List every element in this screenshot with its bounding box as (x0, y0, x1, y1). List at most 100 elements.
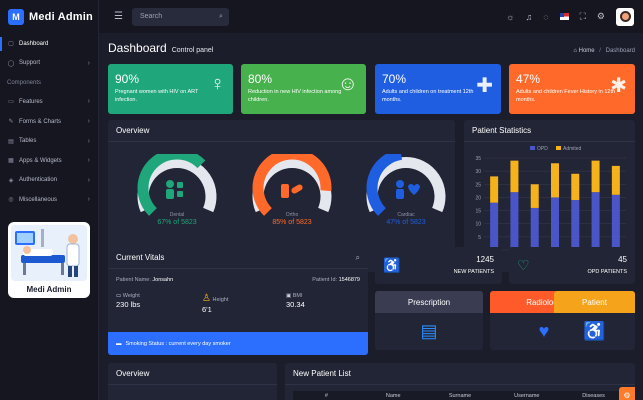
sidebar-item-support[interactable]: ◯ Support › (0, 54, 98, 74)
smoking-status-text: Smoking Status : current every day smoke… (125, 340, 231, 347)
vital-value: 230 lbs (116, 300, 141, 309)
breadcrumb-home[interactable]: Home (578, 48, 595, 54)
patient-name-field: Patient Name: Jonsahn (116, 277, 173, 283)
search-input[interactable]: Search ⌕ (131, 7, 229, 26)
fullscreen-icon[interactable]: ⛶ (579, 11, 586, 21)
bar-segment (490, 202, 499, 250)
stat-card-hiv-art[interactable]: 90% Pregnant women with HIV on ART infec… (108, 64, 233, 114)
topbar-icons: ☼ ♫ ◌ ⛶ ⚙ (506, 7, 634, 26)
misc-icon: ◎ (8, 197, 14, 204)
forms-icon: ✎ (8, 119, 14, 126)
gauge-arc (252, 148, 332, 216)
bar-segment (530, 184, 539, 208)
settings-icon[interactable]: ⚙ (596, 11, 605, 21)
gauge-arc (137, 148, 206, 216)
stat-percent: 70% (382, 72, 407, 86)
new-patient-list-card: New Patient List # Name Surname Username… (285, 363, 635, 400)
overview-bottom-card: Overview (108, 363, 277, 400)
main-content: Dashboard Control panel ⌂ Home / Dashboa… (99, 33, 643, 400)
body-icon: ♙ (202, 293, 211, 304)
y-tick-label: 30 (475, 169, 481, 175)
language-flag-icon[interactable] (559, 13, 569, 20)
sidebar-promo-card[interactable]: Medi Admin (8, 222, 90, 298)
sidebar-item-label: Features (19, 98, 43, 105)
sidebar-item-dashboard[interactable]: ▢ Dashboard (0, 34, 98, 54)
y-tick-label: 10 (475, 222, 481, 228)
breadcrumb: ⌂ Home / Dashboard (573, 48, 635, 54)
stat-description: Pregnant women with HIV on ART infection… (115, 89, 199, 103)
stat-description: Adults and children Fever History in 12t… (516, 89, 616, 103)
avatar-face-icon (619, 11, 631, 22)
sidebar-section-components: Components (7, 79, 42, 86)
sidebar-item-forms-charts[interactable]: ✎ Forms & Charts › (0, 112, 98, 132)
chat-icon[interactable]: ◌ (543, 11, 549, 22)
search-icon: ⌕ (219, 12, 223, 20)
column-header: Name (385, 393, 401, 399)
sidebar-item-features[interactable]: ▭ Features › (0, 92, 98, 112)
stat-percent: 80% (248, 72, 273, 86)
new-patients-label: NEW PATIENTS (453, 269, 494, 275)
card-title: Overview (108, 363, 277, 385)
legend-label: Admited (563, 146, 582, 152)
stat-card-fever[interactable]: 47% Adults and children Fever History in… (509, 64, 635, 114)
sidebar-item-apps-widgets[interactable]: ▦ Apps & Widgets › (0, 151, 98, 171)
chevron-right-icon: › (87, 118, 90, 126)
table-icon: ▤ (8, 138, 14, 145)
stat-card-treatment[interactable]: 70% Adults and children on treatment 12t… (375, 64, 501, 114)
gauge-ortho: Ortho 85% of 5823 (242, 148, 342, 234)
patient-statistics-card: Patient Statistics OPDAdmited05101520253… (464, 120, 635, 272)
pregnant-woman-icon: ♀ (210, 73, 225, 95)
user-avatar[interactable] (616, 7, 634, 26)
settings-gear-icon[interactable]: ⚙ (619, 387, 635, 400)
patient-name-label: Patient Name: (116, 277, 151, 283)
gauge-cardiac: Cardiac 47% of 5823 (356, 148, 456, 234)
chevron-right-icon: › (87, 157, 90, 165)
patient-id-field: Patient Id: 1546879 (312, 277, 360, 283)
page-subtitle: Control panel (171, 47, 214, 54)
baby-icon: ☺ (337, 73, 358, 95)
chevron-right-icon: › (87, 59, 90, 67)
vital-height: ♙ Height 6'1 (202, 293, 228, 314)
hamburger-menu-icon[interactable]: ☰ (114, 11, 123, 22)
breadcrumb-current: Dashboard (605, 48, 635, 54)
bar-segment (571, 173, 580, 201)
theme-toggle-icon[interactable]: ☼ (506, 11, 515, 22)
card-title: Overview (108, 120, 455, 142)
page-title: Dashboard (108, 41, 167, 55)
sidebar-nav: ▢ Dashboard ◯ Support › Components ▭ Fea… (0, 33, 98, 210)
stat-card-hiv-children[interactable]: 80% Reduction in new HIV infection among… (241, 64, 366, 114)
notification-bell-icon[interactable]: ♫ (525, 11, 533, 22)
sidebar-item-label: Forms & Charts (19, 118, 62, 125)
tab-prescription[interactable]: Prescription ▤ (375, 291, 483, 350)
chevron-right-icon: › (87, 196, 90, 204)
sidebar-item-label: Apps & Widgets (19, 157, 62, 164)
tab-label: Patient (554, 291, 635, 313)
gauge-cardiac-svg (366, 148, 446, 216)
vitals-title: Current Vitals (116, 253, 165, 262)
brand-logo[interactable]: M Medi Admin (0, 0, 98, 33)
bar-segment (591, 160, 600, 193)
new-patients-card[interactable]: ♿ 1245 NEW PATIENTS (375, 247, 502, 284)
chevron-right-icon: › (87, 98, 90, 106)
sidebar-item-authentication[interactable]: ◈ Authentication › (0, 171, 98, 191)
legend-label: OPD (537, 146, 548, 152)
vital-label: BMI (292, 293, 303, 299)
y-tick-label: 15 (475, 209, 481, 215)
table-header: # Name Surname Username Diseases (293, 391, 627, 400)
topbar: ☰ Search ⌕ ☼ ♫ ◌ ⛶ ⚙ (99, 0, 643, 33)
tab-patient[interactable]: Patient ♿ (554, 291, 635, 350)
opd-patients-card[interactable]: ♡ 45 OPD PATIENTS (509, 247, 635, 284)
y-tick-label: 25 (475, 182, 481, 188)
gauge-label: Dental (169, 212, 185, 218)
sidebar-item-tables[interactable]: ▤ Tables › (0, 131, 98, 151)
card-title: Patient Statistics (464, 120, 635, 142)
features-icon: ▭ (8, 99, 14, 106)
bar-segment (530, 207, 539, 250)
sidebar-item-miscellaneous[interactable]: ◎ Miscellaneous › (0, 190, 98, 210)
chevron-right-icon: › (87, 137, 90, 145)
patient-id-label: Patient Id: (312, 277, 338, 283)
gauge-value: 47% of 5823 (386, 219, 426, 226)
search-icon[interactable]: ⌕ (355, 252, 360, 262)
sidebar-item-label: Miscellaneous (19, 196, 58, 203)
gauge-dental: Dental 67% of 5823 (127, 148, 227, 234)
